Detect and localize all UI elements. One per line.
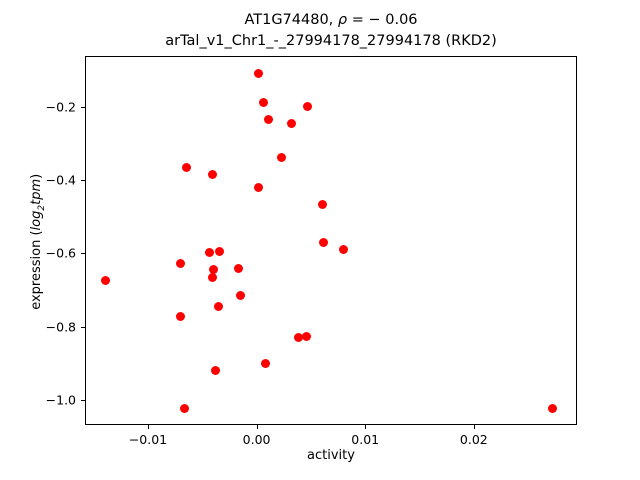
- data-point: [207, 273, 217, 283]
- chart-title-line1: AT1G74480, ρ = − 0.06: [85, 10, 577, 31]
- data-point: [264, 114, 274, 124]
- y-axis-label-post: ): [29, 173, 45, 179]
- y-tick-mark: [81, 106, 85, 108]
- data-point: [318, 200, 328, 210]
- y-axis-label-tpm: tpm: [29, 178, 45, 205]
- y-tick-label: −1.0: [45, 392, 76, 408]
- x-tick-mark: [147, 425, 149, 429]
- x-tick-label: 0.02: [459, 432, 488, 447]
- data-point: [547, 403, 557, 413]
- y-axis-label: expression (log2tpm): [29, 142, 47, 342]
- x-axis-label: activity: [307, 448, 355, 463]
- data-point: [319, 237, 329, 247]
- chart-title-line2: arTal_v1_Chr1_-_27994178_27994178 (RKD2): [165, 33, 497, 49]
- data-point: [338, 245, 348, 255]
- data-point: [214, 301, 224, 311]
- data-point: [176, 311, 186, 321]
- title-rho-value: = − 0.06: [347, 12, 418, 28]
- data-point: [235, 291, 245, 301]
- data-point: [210, 366, 220, 376]
- data-point: [254, 69, 264, 79]
- y-tick-mark: [81, 179, 85, 181]
- y-axis-label-log: log: [29, 210, 45, 231]
- plot-area: [85, 56, 577, 425]
- y-tick-mark: [81, 326, 85, 328]
- y-tick-label: −0.2: [45, 99, 76, 115]
- data-point: [233, 263, 243, 273]
- data-point: [294, 333, 304, 343]
- title-rho-symbol: ρ: [337, 12, 348, 28]
- y-axis-label-pre: expression (: [29, 230, 45, 310]
- data-point: [101, 275, 111, 285]
- data-point: [302, 331, 312, 341]
- data-point: [277, 153, 287, 163]
- x-tick-mark: [473, 425, 475, 429]
- y-tick-label: −0.6: [45, 245, 76, 261]
- data-point: [260, 358, 270, 368]
- x-tick-mark: [365, 425, 367, 429]
- data-point: [176, 259, 186, 269]
- title-gene: AT1G74480,: [244, 12, 338, 28]
- data-point: [215, 246, 225, 256]
- data-point: [181, 163, 191, 172]
- data-point: [286, 118, 296, 128]
- x-tick-label: −0.01: [128, 432, 168, 447]
- x-tick-mark: [256, 425, 258, 429]
- x-tick-label: 0.00: [242, 432, 271, 447]
- x-tick-label: 0.01: [351, 432, 380, 447]
- data-point: [258, 98, 268, 108]
- data-point: [254, 182, 264, 192]
- data-point: [303, 102, 313, 112]
- data-point: [180, 403, 190, 413]
- y-axis-label-sub: 2: [36, 204, 47, 211]
- chart-title: AT1G74480, ρ = − 0.06 arTal_v1_Chr1_-_27…: [85, 10, 577, 52]
- y-tick-mark: [81, 400, 85, 402]
- data-point: [208, 264, 218, 274]
- y-tick-label: −0.4: [45, 172, 76, 188]
- data-point: [207, 169, 217, 179]
- y-tick-label: −0.8: [45, 319, 76, 335]
- y-tick-mark: [81, 253, 85, 255]
- data-point: [205, 248, 215, 258]
